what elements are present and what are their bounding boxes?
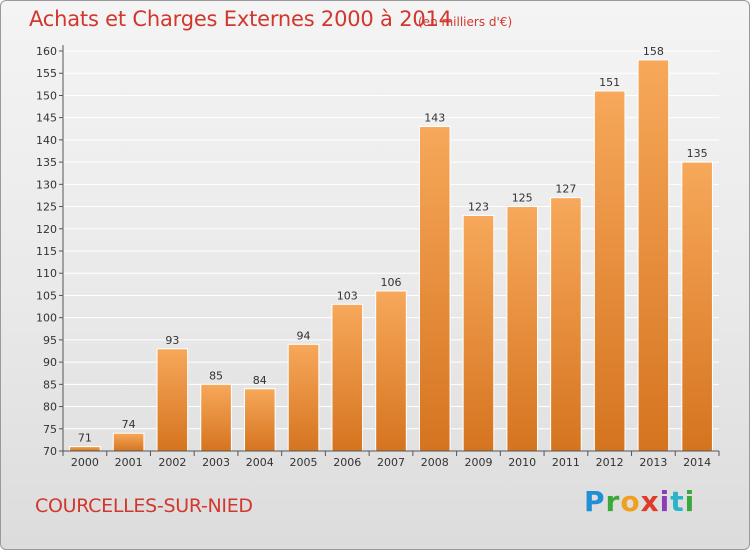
x-tick-label-2005: 2005 xyxy=(290,456,318,469)
y-tick-label: 100 xyxy=(36,312,57,325)
y-tick-label: 80 xyxy=(43,401,57,414)
bar-2011 xyxy=(550,197,582,452)
data-label-2008: 143 xyxy=(424,112,445,125)
x-tick-label-2010: 2010 xyxy=(508,456,536,469)
town-name: COURCELLES-SUR-NIED xyxy=(35,495,253,517)
x-tick-label-2004: 2004 xyxy=(246,456,274,469)
bar-2005 xyxy=(287,343,320,452)
bar-2008 xyxy=(418,126,451,452)
data-label-2006: 103 xyxy=(337,289,358,302)
x-tick-label-2011: 2011 xyxy=(552,456,580,469)
y-tick-label: 140 xyxy=(36,134,57,147)
y-tick-label: 150 xyxy=(36,89,57,102)
y-tick-label: 110 xyxy=(36,267,57,280)
x-tick-label-2000: 2000 xyxy=(71,456,99,469)
data-label-2007: 106 xyxy=(381,276,402,289)
data-label-2004: 84 xyxy=(253,374,267,387)
bar-2004 xyxy=(243,388,276,452)
bar-2002 xyxy=(156,348,189,452)
bar-2009 xyxy=(462,214,495,452)
chart-title: Achats et Charges Externes 2000 à 2014 xyxy=(29,7,452,31)
y-tick-label: 160 xyxy=(36,45,57,58)
y-tick-label: 125 xyxy=(36,201,57,214)
axes: 70 75 80 85 90 95 100 105 110 115 120 125 130 135 140 1… xyxy=(36,45,720,469)
x-tick-label-2013: 2013 xyxy=(639,456,667,469)
bar-2007 xyxy=(375,290,407,452)
bar-2010 xyxy=(506,206,539,452)
bars xyxy=(69,59,713,452)
y-tick-label: 120 xyxy=(36,223,57,236)
y-tick-label: 70 xyxy=(43,445,57,458)
data-labels: 71 74 93 85 84 94 103 106 143 123 125 127 151 158 135 xyxy=(78,45,708,445)
y-tick-label: 95 xyxy=(43,334,57,347)
x-tick-label-2009: 2009 xyxy=(464,456,492,469)
data-label-2011: 127 xyxy=(555,183,576,196)
bar-2003 xyxy=(200,383,232,452)
x-tick-label-2006: 2006 xyxy=(333,456,361,469)
bar-2013 xyxy=(637,59,670,452)
data-label-2014: 135 xyxy=(687,147,708,160)
bar-2001 xyxy=(112,432,145,452)
bar-2012 xyxy=(593,90,626,452)
x-tick-label-2002: 2002 xyxy=(158,456,186,469)
y-tick-label: 145 xyxy=(36,112,57,125)
x-tick-label-2012: 2012 xyxy=(596,456,624,469)
proxiti-logo: Proxiti xyxy=(584,485,696,518)
data-label-2012: 151 xyxy=(599,76,620,89)
y-tick-label: 115 xyxy=(36,245,57,258)
x-tick-label-2007: 2007 xyxy=(377,456,405,469)
x-tick-label-2001: 2001 xyxy=(115,456,143,469)
bar-2000 xyxy=(69,446,101,452)
data-label-2005: 94 xyxy=(297,329,311,342)
data-label-2002: 93 xyxy=(165,334,179,347)
data-label-2009: 123 xyxy=(468,200,489,213)
data-label-2010: 125 xyxy=(512,192,533,205)
data-label-2000: 71 xyxy=(78,432,92,445)
y-tick-label: 130 xyxy=(36,178,57,191)
data-label-2003: 85 xyxy=(209,369,223,382)
unit-label: (en milliers d'€) xyxy=(418,15,513,29)
data-label-2013: 158 xyxy=(643,45,664,58)
x-tick-label-2014: 2014 xyxy=(683,456,711,469)
y-tick-label: 90 xyxy=(43,356,57,369)
y-tick-label: 85 xyxy=(43,378,57,391)
x-tick-label-2003: 2003 xyxy=(202,456,230,469)
bar-2014 xyxy=(681,161,713,452)
x-tick-label-2008: 2008 xyxy=(421,456,449,469)
y-tick-label: 75 xyxy=(43,423,57,436)
bar-2006 xyxy=(331,303,364,452)
y-tick-label: 135 xyxy=(36,156,57,169)
data-label-2001: 74 xyxy=(122,418,136,431)
y-tick-label: 155 xyxy=(36,67,57,80)
y-tick-label: 105 xyxy=(36,289,57,302)
